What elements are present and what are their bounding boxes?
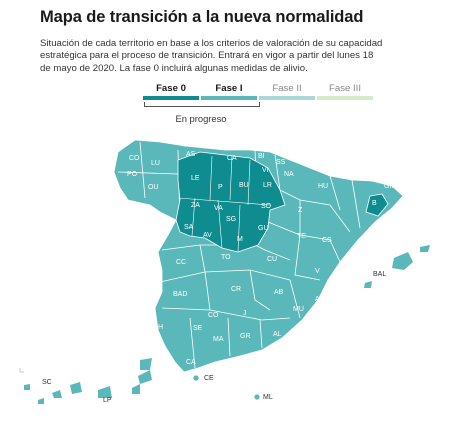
legend-item-phase-2: Fase II <box>258 83 316 100</box>
label-po: PO <box>127 171 138 178</box>
label-lr: LR <box>263 182 272 189</box>
label-h: H <box>158 324 163 331</box>
province-labels: CO LU AS CA BI SS PO OU LE P BU VI NA LR… <box>42 151 396 404</box>
label-al: AL <box>273 331 282 338</box>
label-va: VA <box>214 205 223 212</box>
progress-bracket <box>144 102 260 107</box>
ceuta-marker <box>193 375 199 381</box>
canary-frame <box>19 368 24 373</box>
label-le: LE <box>191 175 200 182</box>
label-na: NA <box>284 171 294 178</box>
label-vi: VI <box>262 167 269 174</box>
label-so: SO <box>261 203 272 210</box>
ibiza-shape <box>364 281 372 288</box>
label-ca: CA <box>227 155 237 162</box>
label-sa: SA <box>184 224 194 231</box>
label-bu: BU <box>239 182 249 189</box>
label-sg: SG <box>226 216 236 223</box>
label-lu: LU <box>151 160 160 167</box>
label-av: AV <box>203 232 212 239</box>
progress-label: En progreso <box>175 113 227 124</box>
label-ou: OU <box>148 184 159 191</box>
label-ce: CE <box>204 375 214 382</box>
label-ma: MA <box>213 336 224 343</box>
phase0-region-barcelona <box>365 193 389 217</box>
label-v: V <box>315 268 320 275</box>
legend-label: Fase I <box>215 83 243 94</box>
label-bi: BI <box>258 153 265 160</box>
label-cs: CS <box>322 237 332 244</box>
label-gir: GIR <box>384 183 396 190</box>
label-lp: LP <box>103 397 112 404</box>
label-mu: MU <box>293 306 304 313</box>
menorca-shape <box>420 245 430 252</box>
label-a: A <box>315 296 320 303</box>
label-ss: SS <box>276 159 286 166</box>
label-cu: CU <box>267 256 277 263</box>
label-to: TO <box>221 254 231 261</box>
label-se: SE <box>193 325 203 332</box>
label-m: M <box>237 236 243 243</box>
legend-swatch <box>317 96 373 100</box>
page-title: Mapa de transición a la nueva normalidad <box>40 8 364 26</box>
label-j: J <box>243 310 247 317</box>
label-te: TE <box>297 233 306 240</box>
mallorca-shape <box>392 252 413 270</box>
label-za: ZA <box>191 202 200 209</box>
label-co: CO <box>129 155 140 162</box>
label-cor: CO <box>208 312 219 319</box>
legend-label: Fase 0 <box>156 83 186 94</box>
legend-label: Fase II <box>272 83 302 94</box>
legend-item-phase-3: Fase III <box>316 83 374 100</box>
label-ml: ML <box>263 394 273 401</box>
canary-islands-shape <box>24 358 152 404</box>
label-cad: CA <box>186 359 196 366</box>
legend-item-phase-0: Fase 0 <box>142 83 200 100</box>
label-as: AS <box>186 151 196 158</box>
melilla-marker <box>254 394 260 400</box>
legend-label: Fase III <box>329 83 361 94</box>
label-gu: GU <box>258 225 269 232</box>
label-cr: CR <box>231 286 241 293</box>
legend-item-phase-1: Fase I <box>200 83 258 100</box>
page-subtitle: Situación de cada territorio en base a l… <box>40 38 383 74</box>
label-p: P <box>218 184 223 191</box>
label-bal: BAL <box>373 271 386 278</box>
legend-swatch <box>259 96 315 100</box>
label-gr: GR <box>240 333 251 340</box>
label-bad: BAD <box>173 291 187 298</box>
phase-legend: Fase 0 Fase I Fase II Fase III <box>142 83 374 100</box>
legend-swatch <box>143 96 199 100</box>
phase0-borders <box>177 155 271 253</box>
label-b: B <box>372 200 377 207</box>
label-sc: SC <box>42 379 52 386</box>
label-ab: AB <box>274 289 284 296</box>
label-z: Z <box>298 207 303 214</box>
label-hu: HU <box>318 183 328 190</box>
label-cc: CC <box>176 259 186 266</box>
legend-swatch <box>201 96 257 100</box>
